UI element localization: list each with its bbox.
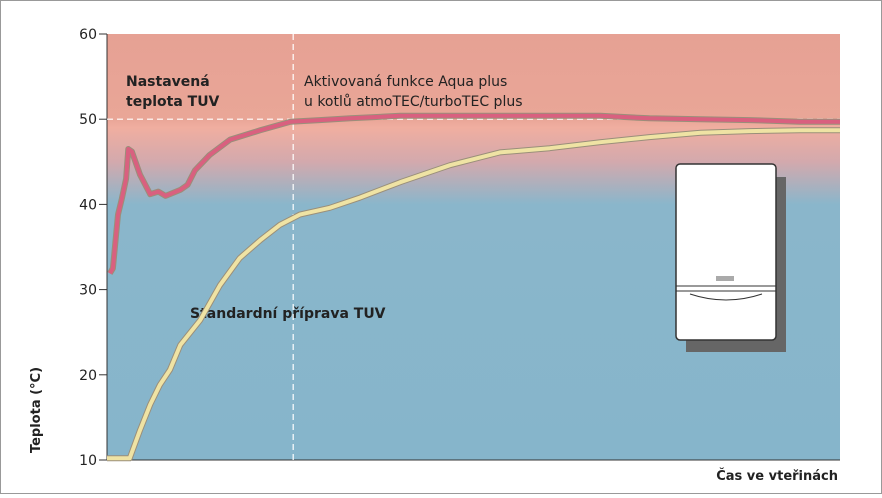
x-axis-label: Čas ve vteřinách bbox=[716, 468, 838, 484]
chart: Teplota (°C) Čas ve vteřinách Nastavená … bbox=[0, 0, 882, 494]
y-tick-label: 40 bbox=[79, 197, 97, 213]
annotation: Standardní příprava TUV bbox=[190, 306, 386, 322]
annotation: u kotlů atmoTEC/turboTEC plus bbox=[304, 94, 523, 110]
y-tick-label: 60 bbox=[79, 27, 97, 43]
boiler-icon bbox=[676, 164, 786, 352]
annotation: Aktivovaná funkce Aqua plus bbox=[304, 74, 507, 90]
y-tick-label: 20 bbox=[79, 368, 97, 384]
annotation: Nastavená bbox=[126, 74, 210, 90]
annotation: teplota TUV bbox=[126, 94, 220, 110]
y-axis-label: Teplota (°C) bbox=[29, 367, 44, 453]
y-tick-label: 30 bbox=[79, 283, 97, 299]
y-tick-label: 10 bbox=[79, 453, 97, 469]
y-tick-label: 50 bbox=[79, 112, 97, 128]
